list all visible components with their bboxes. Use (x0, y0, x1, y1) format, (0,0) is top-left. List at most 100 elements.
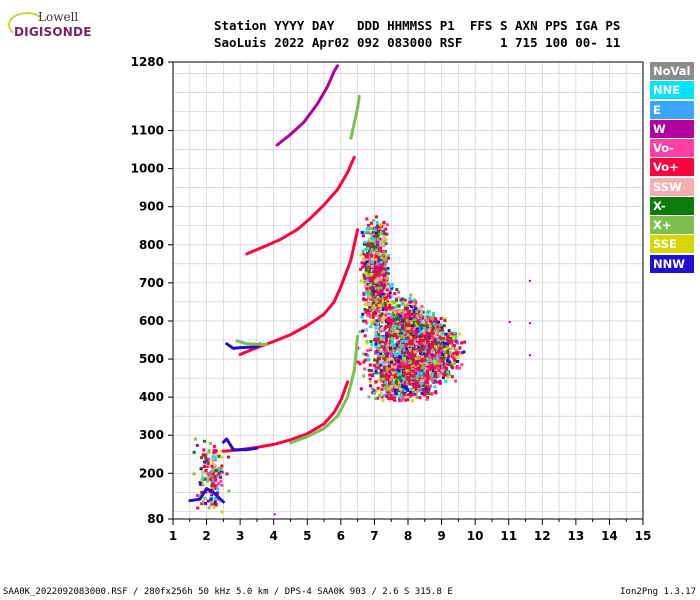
echo-point (422, 339, 426, 343)
echo-point (454, 335, 458, 339)
echo-point (402, 366, 406, 370)
echo-point (382, 286, 386, 290)
echo-point (384, 386, 388, 390)
echo-point (421, 355, 425, 359)
echo-point (383, 359, 387, 363)
echo-point (417, 384, 421, 388)
echo-point (409, 321, 413, 325)
echo-point (384, 373, 388, 377)
echo-point (420, 366, 424, 370)
echo-point (387, 376, 391, 380)
echo-point (430, 317, 434, 321)
echo-point (406, 312, 410, 316)
echo-point (380, 379, 384, 383)
echo-point (422, 331, 426, 335)
echo-point (442, 362, 446, 366)
echo-point (380, 315, 384, 319)
echo-point (373, 228, 377, 232)
echo-point (420, 319, 424, 323)
echo-point (365, 230, 369, 234)
echo-point (425, 337, 429, 341)
echo-point (437, 374, 441, 378)
echo-point (365, 321, 369, 325)
legend-item-voplus: Vo+ (650, 158, 694, 177)
echo-point (393, 373, 397, 377)
echo-point (439, 371, 443, 375)
echo-point (414, 342, 418, 346)
echo-point (208, 472, 212, 476)
echo-point (391, 340, 395, 344)
echo-point (390, 365, 394, 369)
echo-point (397, 343, 401, 347)
echo-point (200, 470, 204, 474)
x-tick-label: 8 (404, 529, 412, 543)
echo-point (371, 315, 375, 319)
echo-point (376, 292, 380, 296)
echo-point (383, 252, 387, 256)
echo-point (433, 354, 437, 358)
echo-point (376, 278, 380, 282)
echo-point (362, 291, 366, 295)
echo-point (396, 385, 400, 389)
echo-point (217, 472, 221, 476)
echo-point (388, 364, 392, 368)
echo-point (420, 392, 424, 396)
echo-point (395, 361, 399, 365)
echo-point (377, 286, 381, 290)
echo-point (406, 310, 410, 314)
echo-point (418, 396, 422, 400)
echo-point (443, 317, 447, 321)
echo-point (409, 319, 413, 323)
lowell-digisonde-logo: Lowell DIGISONDE (6, 8, 91, 42)
y-tick-label: 200 (139, 466, 164, 480)
echo-point (393, 388, 397, 392)
echo-point (430, 350, 434, 354)
echo-point (364, 285, 368, 289)
echo-point (392, 328, 396, 332)
echo-point (210, 487, 214, 491)
echo-point (212, 451, 216, 455)
echo-point (411, 350, 415, 354)
echo-point (382, 317, 386, 321)
echo-point (396, 376, 400, 380)
echo-point (211, 471, 215, 475)
chart-grid (173, 62, 643, 519)
echo-point (213, 500, 217, 504)
echo-point (366, 263, 370, 267)
echo-point (453, 361, 457, 365)
echo-point (359, 267, 363, 271)
echo-point (370, 264, 374, 268)
echo-point (382, 267, 386, 271)
echo-point (199, 482, 203, 486)
echo-point (368, 314, 372, 318)
echo-point (384, 238, 388, 242)
echo-point (383, 394, 387, 398)
echo-point (376, 272, 380, 276)
echo-point (367, 368, 371, 372)
echo-point (440, 328, 444, 332)
echo-point (386, 256, 390, 260)
echo-point (414, 331, 418, 335)
echo-point (391, 301, 395, 305)
echo-point (394, 382, 398, 386)
echo-point (409, 369, 413, 373)
echo-point (403, 362, 407, 366)
echo-point (400, 350, 404, 354)
echo-point (395, 310, 399, 314)
echo-point (371, 391, 375, 395)
echo-point (433, 317, 437, 321)
echo-point (385, 390, 389, 394)
echo-point (213, 497, 217, 501)
echo-point (426, 386, 430, 390)
echo-point (376, 230, 380, 234)
echo-point (431, 348, 435, 352)
echo-point (397, 369, 401, 373)
echo-point (429, 319, 433, 323)
echo-point (409, 360, 413, 364)
echo-point (369, 250, 373, 254)
echo-point (411, 392, 415, 396)
echo-point (374, 371, 378, 375)
echo-point (399, 350, 403, 354)
echo-point (381, 249, 385, 253)
echo-point (446, 356, 450, 360)
